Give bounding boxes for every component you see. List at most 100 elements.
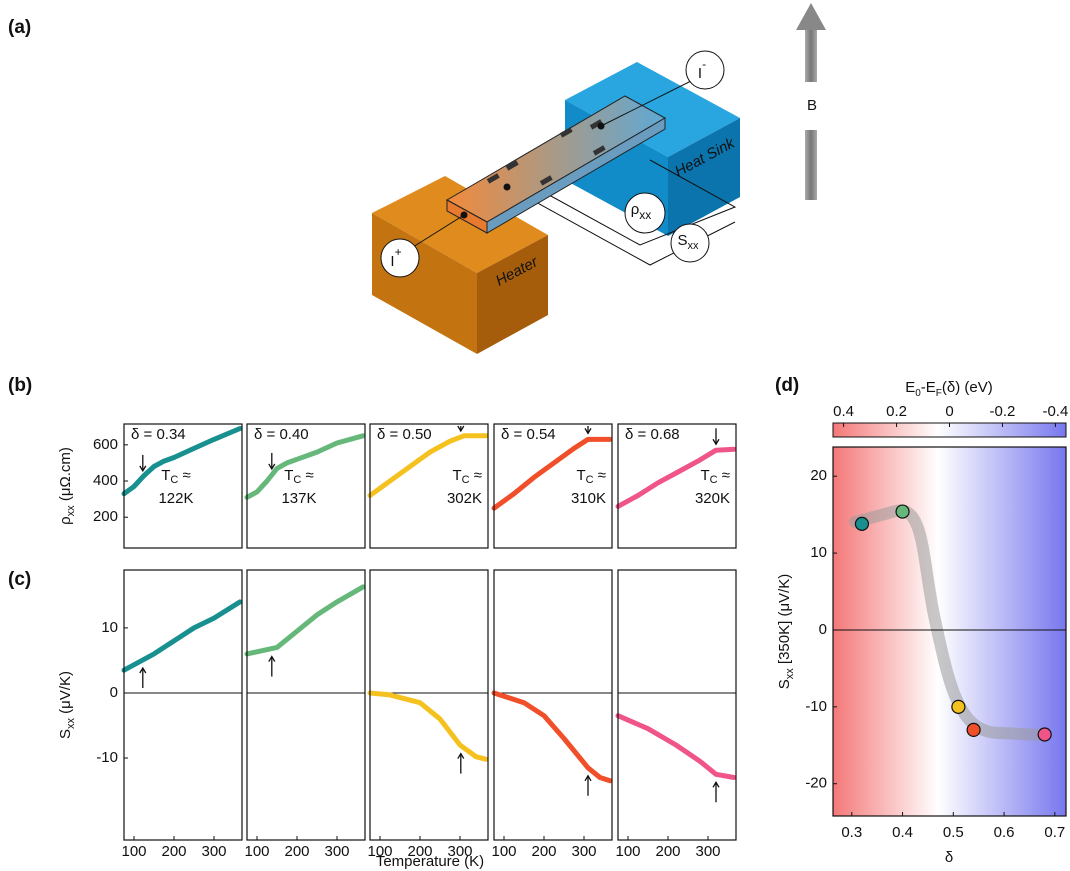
y-tick-label: 10 (810, 544, 827, 561)
y-tick-label: -20 (805, 775, 827, 792)
plot-frame (494, 570, 612, 840)
x-tick-label: 100 (244, 843, 269, 860)
y-tick-label: 20 (810, 467, 827, 484)
top-tick-label: -0.2 (990, 403, 1016, 420)
subscript: xx (65, 717, 77, 729)
superscript: + (395, 245, 402, 259)
text-part: T (161, 467, 170, 484)
x-tick-label: 300 (571, 843, 596, 860)
x-tick-label: 100 (121, 843, 146, 860)
subscript: C (586, 474, 594, 486)
text-part: ≈ (178, 467, 190, 484)
subscript: xx (65, 505, 77, 517)
text-part: ≈ (470, 467, 482, 484)
panel-label: (c) (8, 569, 31, 590)
panel-label: (a) (8, 17, 31, 38)
plot-frame (247, 570, 365, 840)
x-tick-label: 0.7 (1044, 824, 1065, 841)
field-arrowhead (796, 3, 826, 30)
text-part: (μV/K) (57, 671, 74, 718)
point (896, 505, 909, 518)
x-tick-label: 0.5 (943, 824, 964, 841)
point (967, 723, 980, 736)
text-part: T (284, 467, 293, 484)
x-tick-label: 200 (161, 843, 186, 860)
point (855, 517, 868, 530)
y-tick-label: 0 (819, 621, 827, 638)
delta-label: δ = 0.54 (501, 426, 556, 443)
line (618, 716, 734, 778)
subscript: C (462, 474, 470, 486)
panel-label: (d) (775, 375, 799, 396)
plot-frame (370, 570, 488, 840)
subscript: xx (639, 208, 651, 222)
text-part: [350K] (μV/K) (776, 574, 793, 669)
subscript: C (170, 474, 178, 486)
y-tick-label: 0 (110, 684, 118, 701)
superscript: - (702, 57, 706, 71)
subscript: C (710, 474, 718, 486)
x-axis-label: δ (945, 849, 953, 866)
x-tick-label: 300 (324, 843, 349, 860)
top-tick-label: 0.2 (886, 403, 907, 420)
line (370, 693, 486, 759)
text-part: S (57, 729, 74, 739)
field-label: B (807, 97, 817, 114)
line (370, 436, 486, 496)
text-part: ρ (57, 516, 74, 525)
subscript: xx (688, 240, 700, 252)
point (952, 700, 965, 713)
x-axis-label: Temperature (K) (376, 853, 484, 870)
line (247, 587, 363, 654)
text-part: (μΩ.cm) (57, 447, 74, 505)
top-axis-label: E0-EF(δ) (eV) (905, 379, 993, 399)
delta-label: δ = 0.34 (131, 426, 186, 443)
tc-label: 137K (281, 490, 316, 507)
top-tick-label: 0.4 (833, 403, 854, 420)
plot-frame (618, 570, 736, 840)
x-tick-label: 300 (201, 843, 226, 860)
figure: (a) (b) (c) (d) I+ I- ρxx Sxx Heater Hea… (0, 0, 1070, 871)
text-part: -E (921, 379, 936, 396)
y-tick-label: -10 (805, 698, 827, 715)
x-tick-label: 200 (284, 843, 309, 860)
subscript: xx (784, 668, 796, 680)
x-tick-label: 100 (491, 843, 516, 860)
text-part: ≈ (594, 467, 606, 484)
field-arrow (805, 30, 817, 82)
subscript: C (293, 474, 301, 486)
text-part: T (452, 467, 461, 484)
delta-label: δ = 0.40 (254, 426, 309, 443)
y-tick-label: 10 (101, 619, 118, 636)
y-tick-label: 400 (93, 472, 118, 489)
tc-label: 122K (158, 490, 193, 507)
text-part: T (576, 467, 585, 484)
plot-background (833, 447, 1066, 816)
x-tick-label: 100 (615, 843, 640, 860)
delta-label: δ = 0.68 (625, 426, 680, 443)
text-part: ≈ (718, 467, 730, 484)
text-part: (δ) (eV) (942, 379, 993, 396)
top-tick-label: -0.4 (1042, 403, 1068, 420)
y-tick-label: 200 (93, 508, 118, 525)
text-part: E (905, 379, 915, 396)
text-part: ≈ (301, 467, 313, 484)
x-tick-label: 0.4 (892, 824, 913, 841)
x-tick-label: 300 (695, 843, 720, 860)
symbol: ρ (631, 201, 640, 218)
y-tick-label: 600 (93, 436, 118, 453)
top-tick-label: 0 (945, 403, 953, 420)
x-tick-label: 0.3 (841, 824, 862, 841)
y-axis-label: ρxx (μΩ.cm) (57, 447, 77, 525)
tc-prefix: TC ≈ (284, 467, 314, 486)
line (494, 693, 610, 781)
x-tick-label: 200 (531, 843, 556, 860)
tc-label: 310K (571, 490, 606, 507)
delta-label: δ = 0.50 (377, 426, 432, 443)
text-part: T (700, 467, 709, 484)
text-part: S (776, 679, 793, 689)
tc-label: 302K (447, 490, 482, 507)
symbol: S (677, 232, 687, 249)
diagram: I+ I- ρxx Sxx Heater Heat Sink B (372, 3, 826, 354)
y-axis-label: Sxx [350K] (μV/K) (776, 574, 796, 690)
